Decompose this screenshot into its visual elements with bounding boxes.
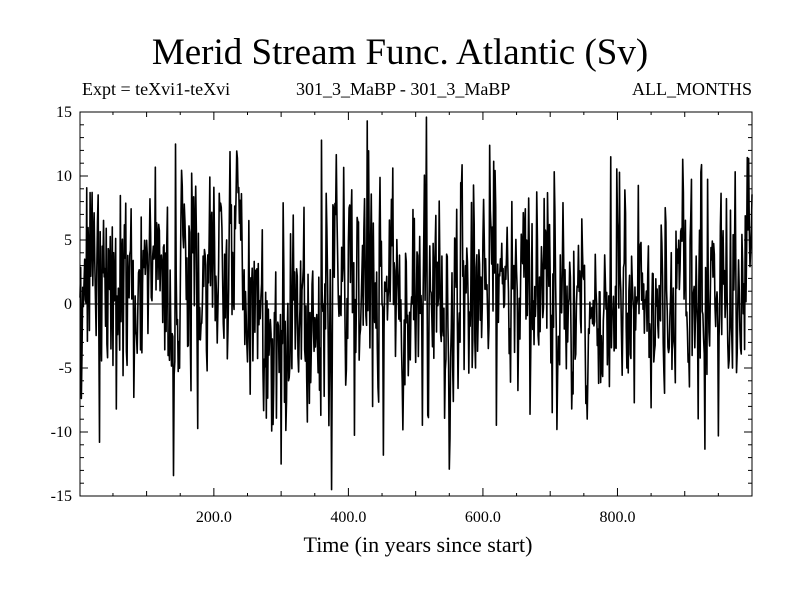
plot-frame <box>79 111 753 497</box>
y-tick-label: 10 <box>56 168 72 185</box>
y-tick-label: 0 <box>64 296 72 313</box>
series-line <box>79 116 753 491</box>
x-axis-label: Time (in years since start) <box>304 532 533 557</box>
x-axis: 200.0 400.0 600.0 800.0 <box>112 112 719 526</box>
y-tick-label: -5 <box>59 360 72 377</box>
y-tick-label: 15 <box>56 104 72 121</box>
period-label: 301_3_MaBP - 301_3_MaBP <box>296 79 511 99</box>
x-tick-label: 400.0 <box>330 509 366 526</box>
x-tick-label: 600.0 <box>465 509 501 526</box>
x-tick-label: 200.0 <box>196 509 232 526</box>
y-tick-label: 5 <box>64 232 72 249</box>
y-axis: 15 10 5 0 -5 -10 -15 <box>51 104 752 505</box>
y-tick-label: -10 <box>51 424 72 441</box>
y-tick-label: -15 <box>51 488 72 505</box>
x-tick-label: 800.0 <box>599 509 635 526</box>
chart-title: Merid Stream Func. Atlantic (Sv) <box>151 32 649 73</box>
months-label: ALL_MONTHS <box>632 79 752 99</box>
experiment-label: Expt = teXvi1-teXvi <box>82 79 231 99</box>
